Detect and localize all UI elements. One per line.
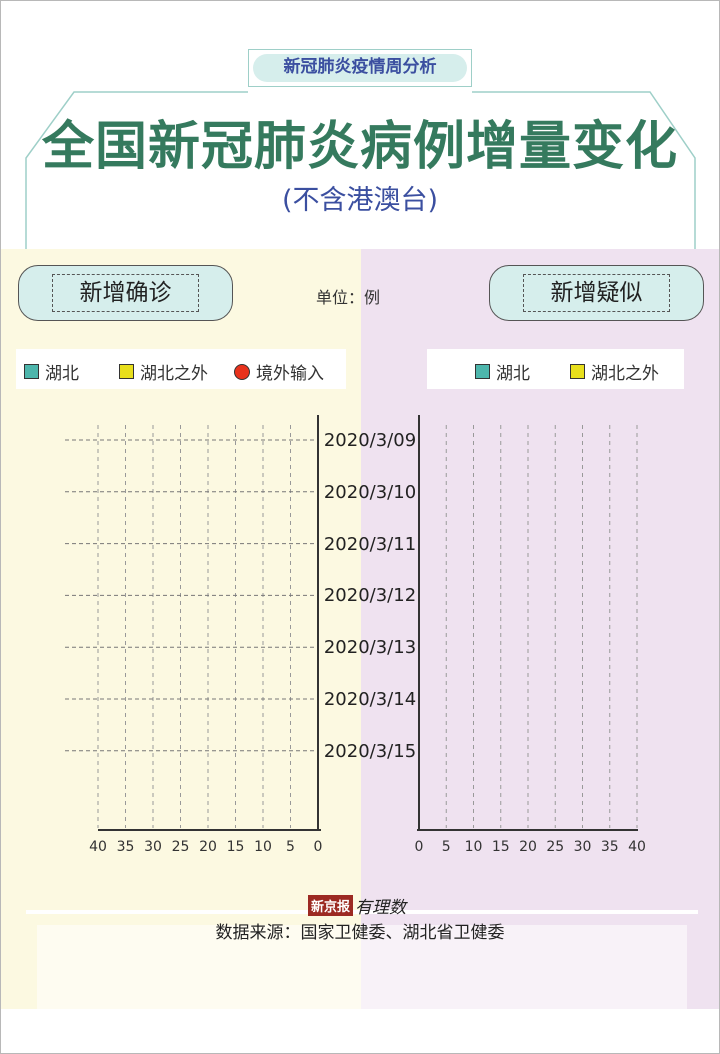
confirmed-title: 新增确诊 (52, 274, 199, 312)
page-title: 全国新冠肺炎病例增量变化 (41, 117, 678, 177)
date-label: 2020/3/15 (323, 740, 417, 762)
logo-brand: 新京报 (308, 895, 354, 916)
confirmed-x-tick: 40 (89, 839, 107, 855)
suspected-x-tick: 35 (600, 839, 619, 855)
suspected-legend: 湖北 湖北之外 (427, 349, 684, 389)
suspected-x-tick: 40 (628, 839, 646, 855)
outside-hubei-swatch-icon (570, 364, 585, 379)
legend-label: 湖北 (45, 364, 79, 384)
date-label: 2020/3/11 (323, 533, 417, 555)
unit-label: 单位：例 (316, 288, 381, 307)
confirmed-x-tick: 5 (286, 839, 295, 855)
footer-panel (37, 925, 687, 1028)
date-label: 2020/3/12 (323, 585, 417, 607)
legend-label: 湖北之外 (140, 364, 208, 384)
confirmed-legend: 湖北 湖北之外 境外输入 (16, 349, 346, 389)
legend-item-imported: 境外输入 (234, 359, 324, 384)
suspected-x-tick: 10 (464, 839, 483, 855)
suspected-title-badge: 新增疑似 (489, 265, 704, 321)
legend-item-outside-hubei: 湖北之外 (570, 359, 659, 384)
confirmed-x-tick: 0 (313, 839, 323, 855)
suspected-x-tick: 0 (414, 839, 424, 855)
confirmed-x-tick: 30 (144, 839, 162, 855)
page-subtitle: (不含港澳台) (281, 185, 439, 216)
legend-item-hubei: 湖北 (24, 359, 79, 384)
date-label: 2020/3/10 (323, 481, 417, 503)
confirmed-x-tick: 25 (171, 839, 190, 855)
confirmed-x-tick: 35 (116, 839, 135, 855)
suspected-x-tick: 30 (573, 839, 592, 855)
suspected-x-tick: 15 (491, 839, 510, 855)
header-outline (25, 91, 696, 249)
confirmed-x-tick: 10 (254, 839, 272, 855)
outside-hubei-swatch-icon (119, 364, 134, 379)
date-label: 2020/3/14 (323, 689, 417, 710)
legend-label: 湖北之外 (591, 364, 659, 384)
legend-label: 境外输入 (256, 364, 324, 384)
hubei-swatch-icon (24, 364, 39, 379)
confirmed-title-badge: 新增确诊 (18, 265, 233, 321)
legend-item-outside-hubei: 湖北之外 (119, 359, 208, 384)
suspected-x-tick: 5 (441, 839, 451, 855)
header-tag: 新冠肺炎疫情周分析 (248, 49, 472, 87)
imported-dot-icon (234, 363, 250, 380)
confirmed-x-tick: 20 (199, 839, 217, 855)
data-source: 数据来源：国家卫健委、湖北省卫健委 (215, 923, 505, 943)
legend-item-hubei: 湖北 (475, 359, 530, 384)
suspected-x-tick: 20 (519, 839, 537, 855)
hubei-swatch-icon (475, 364, 490, 379)
date-label: 2020/3/09 (323, 430, 417, 451)
confirmed-x-tick: 15 (226, 839, 245, 855)
footer-divider (26, 910, 698, 914)
publisher-logo: 新京报 有理数 (308, 893, 406, 918)
suspected-x-tick: 25 (546, 839, 565, 855)
legend-label: 湖北 (496, 364, 530, 384)
logo-script: 有理数 (355, 898, 407, 918)
date-label: 2020/3/13 (323, 637, 417, 659)
header-tag-text: 新冠肺炎疫情周分析 (253, 54, 467, 82)
suspected-title: 新增疑似 (523, 274, 670, 312)
